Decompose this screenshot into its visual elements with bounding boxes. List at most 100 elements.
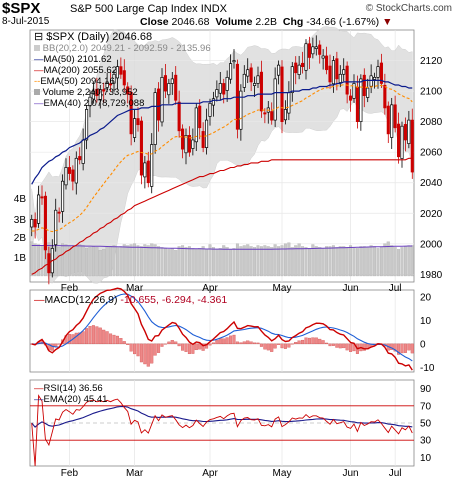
macd-y-tick: 0 xyxy=(420,339,426,350)
volume-bar xyxy=(194,249,198,277)
candle-body xyxy=(331,60,335,85)
volume-bar xyxy=(325,246,329,277)
candle-body xyxy=(304,43,308,71)
macd-histogram-bar xyxy=(232,334,236,345)
candle-body xyxy=(81,139,85,164)
macd-histogram-bar xyxy=(342,343,346,349)
candle-body xyxy=(307,43,311,58)
volume-bar xyxy=(208,244,212,277)
down-arrow-icon: ▼ xyxy=(382,16,393,28)
volume-bar xyxy=(311,244,315,277)
macd-histogram-bar xyxy=(242,341,246,345)
candle-body xyxy=(150,144,154,187)
macd-histogram-bar xyxy=(410,343,414,354)
volume-bar xyxy=(355,248,359,277)
bb-band-icon xyxy=(34,45,40,51)
legend-bb-text: BB(20,2.0) 2049.21 - 2092.59 - 2135.96 xyxy=(42,43,211,54)
index-name-text: S&P 500 Large Cap Index xyxy=(70,3,198,15)
x-tick-label: Apr xyxy=(202,468,218,479)
price-icon: ⊟ xyxy=(34,31,44,43)
volume-bar xyxy=(64,244,68,277)
candle-body xyxy=(133,118,137,138)
x-tick-label: Apr xyxy=(202,283,218,294)
rsi-y-tick: 10 xyxy=(420,453,432,464)
volume-bar xyxy=(40,245,44,277)
macd-histogram-bar xyxy=(177,343,181,347)
price-y-tick: 2120 xyxy=(420,56,443,67)
candle-body xyxy=(64,167,68,186)
candle-body xyxy=(349,95,353,101)
candle-body xyxy=(37,194,41,224)
volume-y-tick: 3B xyxy=(14,215,27,226)
macd-histogram-bar xyxy=(170,340,174,345)
macd-histogram-bar xyxy=(290,343,294,345)
volume-bar xyxy=(307,248,311,277)
candle-body xyxy=(225,76,229,91)
macd-histogram-bar xyxy=(400,343,404,354)
macd-histogram-bar xyxy=(91,325,95,345)
candle-body xyxy=(30,219,34,228)
candle-body xyxy=(95,88,99,97)
candle-body xyxy=(301,62,305,68)
macd-histogram-bar xyxy=(102,329,106,345)
macd-histogram-bar xyxy=(311,337,315,345)
volume-y-tick: 4B xyxy=(14,194,27,205)
rsi-legend: —RSI(14) 36.56 —EMA(20) 45.41 xyxy=(34,383,107,405)
volume-bar xyxy=(277,246,281,277)
macd-y-tick: 20 xyxy=(420,293,432,304)
candle-body xyxy=(119,66,123,75)
volume-bar xyxy=(222,245,226,277)
candle-body xyxy=(383,84,387,109)
brand[interactable]: © StockCharts.com xyxy=(365,3,452,14)
candle-body xyxy=(366,87,370,98)
volume-bar xyxy=(139,246,143,277)
macd-histogram-bar xyxy=(277,343,281,345)
price-y-tick: 2000 xyxy=(420,239,443,250)
macd-histogram-bar xyxy=(338,343,342,349)
macd-histogram-bar xyxy=(78,332,82,345)
macd-histogram-bar xyxy=(218,338,222,345)
macd-histogram-bar xyxy=(67,333,71,345)
volume-bar xyxy=(301,246,305,277)
candle-body xyxy=(338,73,342,83)
volume-bar xyxy=(352,247,356,277)
macd-histogram-bar xyxy=(246,340,250,345)
rsi-line-icon: — xyxy=(34,383,44,394)
macd-histogram-bar xyxy=(184,343,188,352)
candle-body xyxy=(297,64,301,75)
macd-histogram-bar xyxy=(57,343,61,345)
macd-histogram-bar xyxy=(403,343,407,353)
macd-histogram-bar xyxy=(129,343,133,352)
volume-bar xyxy=(78,244,82,277)
macd-histogram-bar xyxy=(235,341,239,345)
macd-y-tick: 10 xyxy=(420,316,432,327)
candle-body xyxy=(314,46,318,49)
macd-histogram-bar xyxy=(397,343,401,355)
candle-body xyxy=(232,60,236,63)
macd-histogram-bar xyxy=(331,343,335,346)
macd-values: -10.655, -6.294, -4.361 xyxy=(120,294,228,306)
volume-bar xyxy=(410,245,414,277)
candle-body xyxy=(91,90,95,100)
candle-body xyxy=(198,105,202,129)
volume-bar xyxy=(335,247,339,277)
x-tick-label: Jul xyxy=(389,468,402,479)
candle-body xyxy=(407,119,411,144)
volume-bar xyxy=(218,248,222,277)
macd-histogram-bar xyxy=(307,337,311,345)
volume-bar xyxy=(115,247,119,277)
macd-histogram-bar xyxy=(335,343,339,348)
volume-bar xyxy=(246,244,250,277)
candle-body xyxy=(229,63,233,80)
price-title-text: $SPX (Daily) 2046.68 xyxy=(46,31,153,43)
candle-body xyxy=(170,78,174,84)
price-y-tick: 2080 xyxy=(420,117,443,128)
price-legend: ⊟ $SPX (Daily) 2046.68 BB(20,2.0) 2049.2… xyxy=(34,32,211,109)
x-tick-label: Feb xyxy=(61,283,79,294)
macd-histogram-bar xyxy=(239,342,243,345)
candle-body xyxy=(345,65,349,95)
volume-value: 2.2B xyxy=(255,16,278,28)
macd-line xyxy=(31,287,413,371)
rsi-ema-label-row: —EMA(20) 45.41 xyxy=(34,394,107,405)
